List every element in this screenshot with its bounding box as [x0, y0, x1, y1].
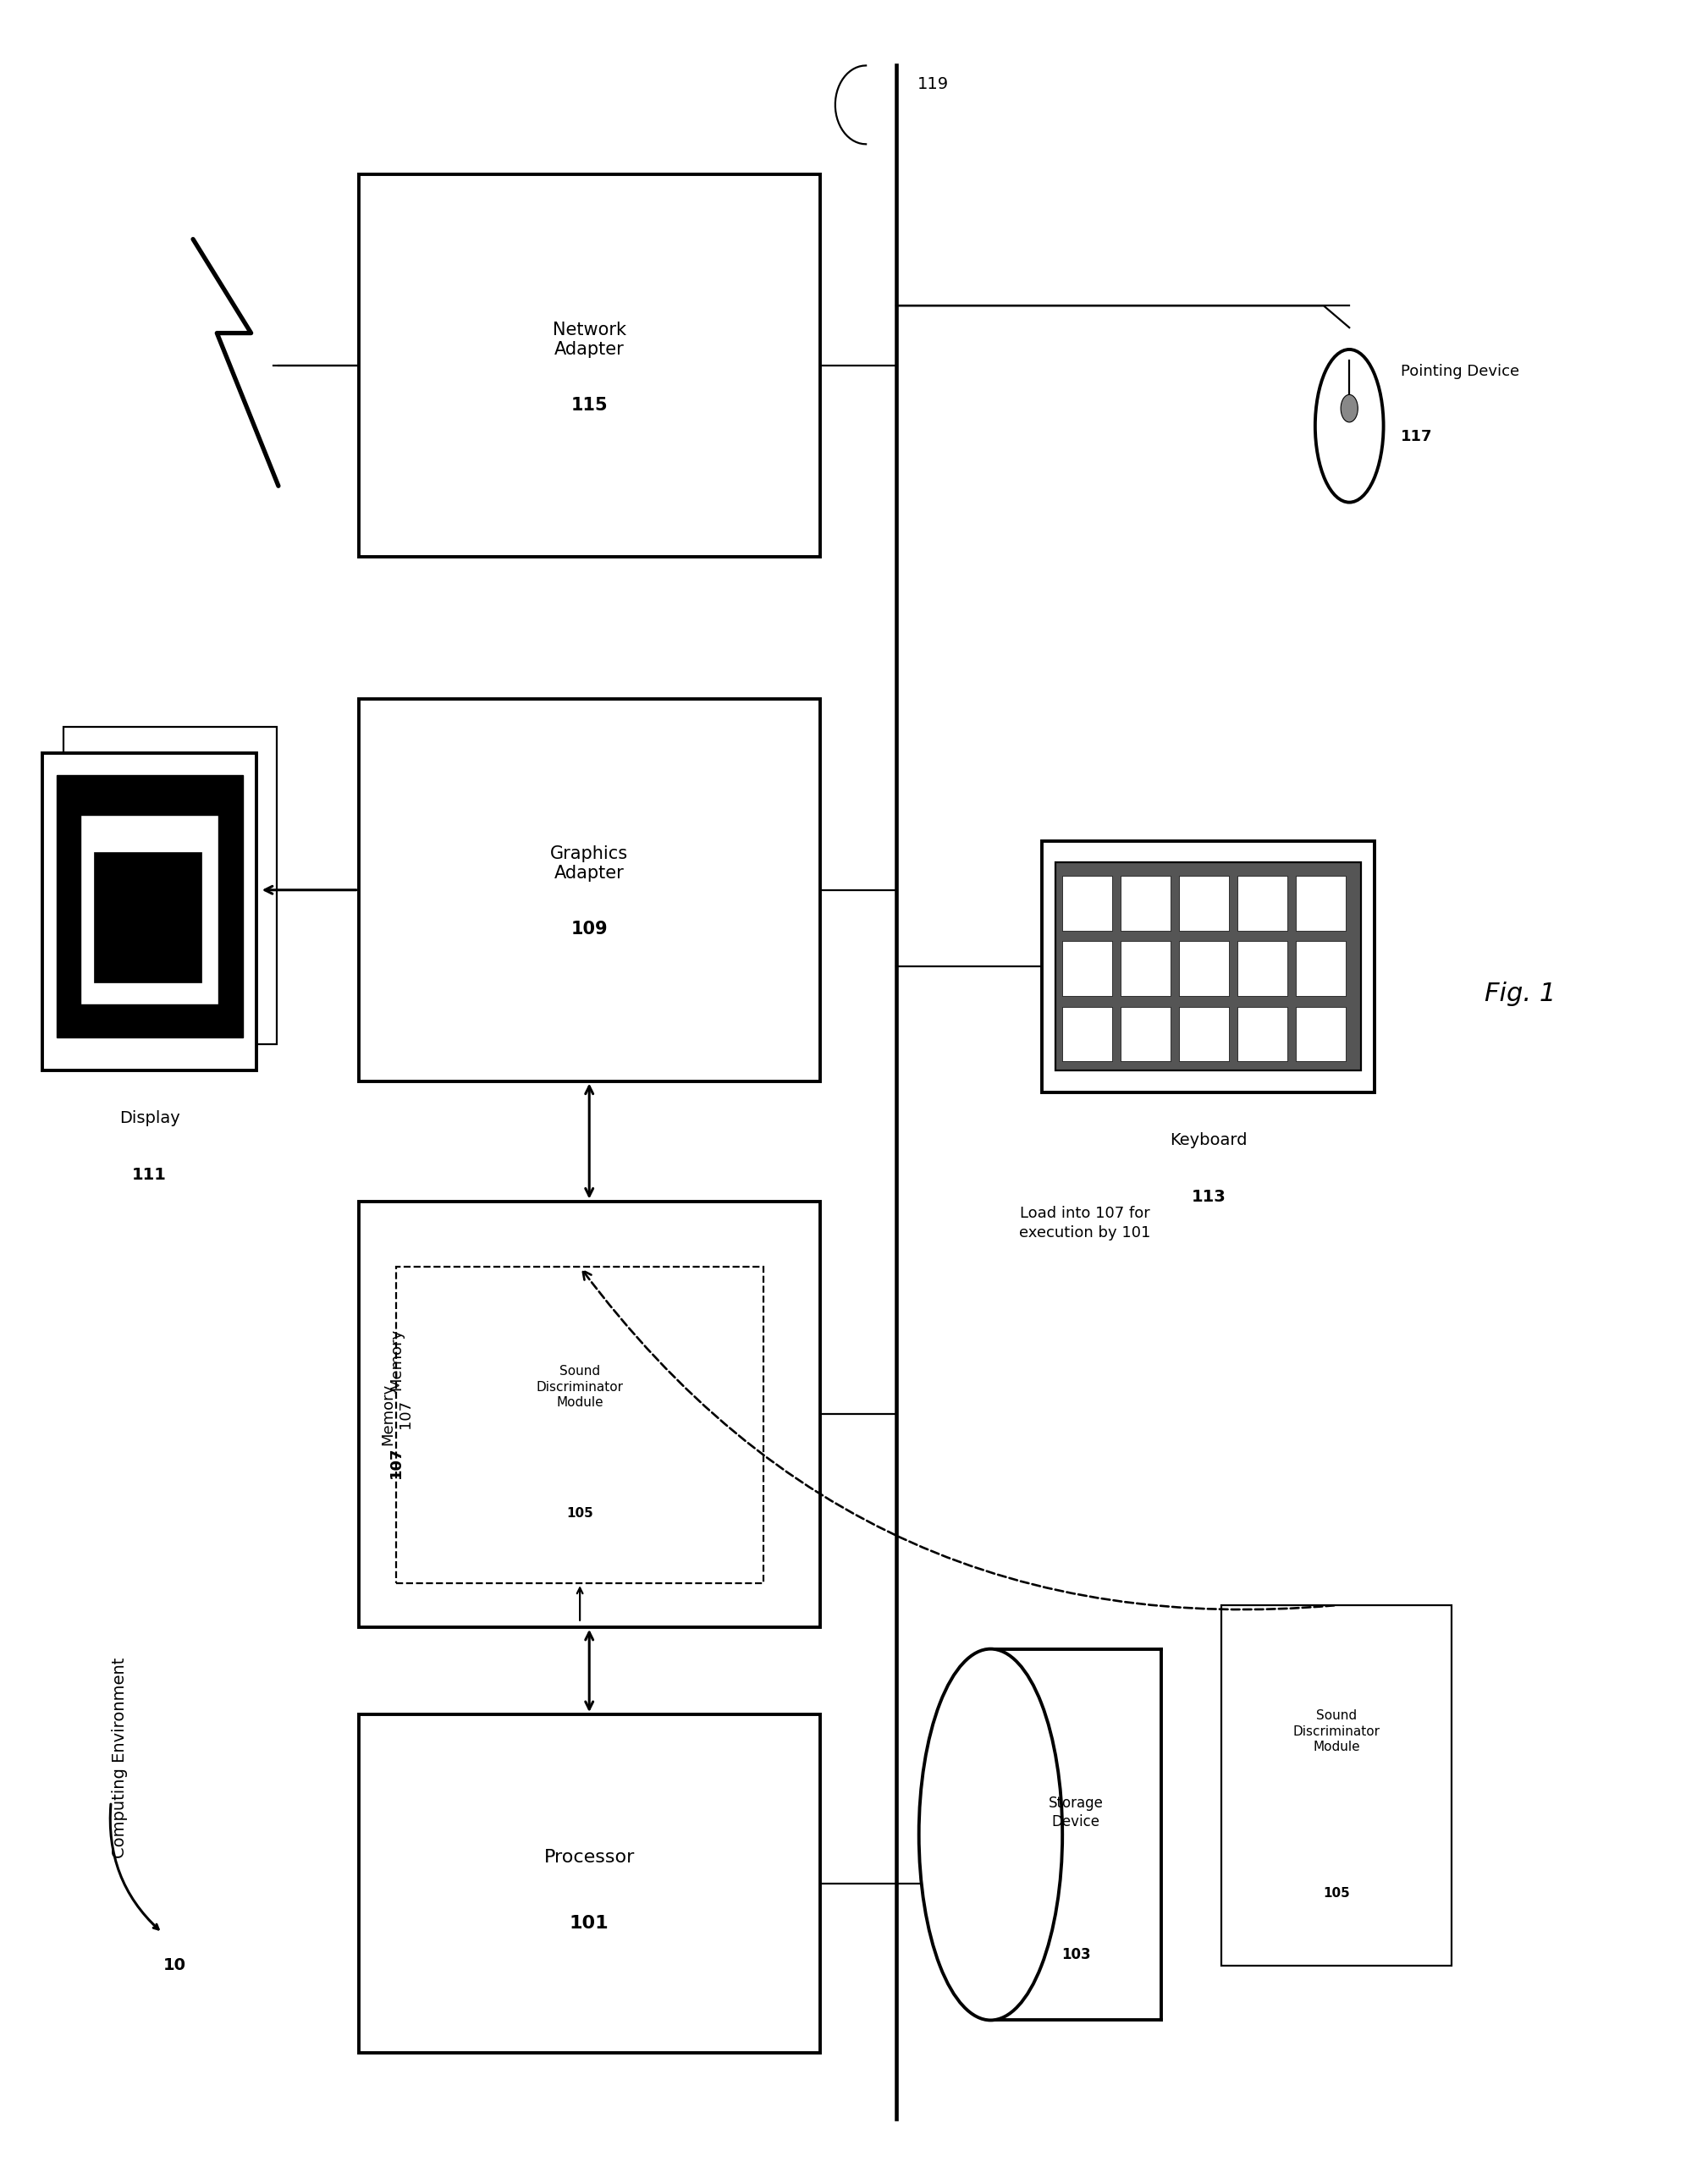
Ellipse shape	[919, 1649, 1062, 2020]
Text: Memory: Memory	[389, 1328, 403, 1391]
Bar	[991, 1649, 1161, 2020]
Bar	[56, 775, 243, 1037]
Bar	[1296, 876, 1346, 930]
Bar	[1238, 1007, 1288, 1061]
Text: Processor: Processor	[543, 1850, 635, 1865]
Text: 117: 117	[1401, 430, 1433, 443]
Bar	[1062, 876, 1112, 930]
Bar	[1042, 841, 1375, 1092]
Ellipse shape	[1315, 349, 1383, 502]
Bar	[1296, 1007, 1346, 1061]
Text: 105: 105	[1324, 1887, 1349, 1900]
Text: 105: 105	[567, 1507, 593, 1520]
Text: Storage
Device: Storage Device	[1049, 1795, 1103, 1830]
Bar	[1062, 1007, 1112, 1061]
Text: Display: Display	[120, 1109, 179, 1127]
Bar	[359, 1714, 820, 2053]
Text: 107: 107	[389, 1446, 403, 1479]
Bar	[1120, 1007, 1170, 1061]
Bar	[94, 852, 202, 983]
Bar	[1120, 941, 1170, 996]
Text: Network
Adapter: Network Adapter	[552, 321, 627, 358]
Text: 111: 111	[132, 1166, 167, 1184]
Text: 109: 109	[570, 922, 608, 937]
Text: Pointing Device: Pointing Device	[1401, 365, 1518, 378]
Text: 119: 119	[917, 76, 948, 92]
Text: Memory
107: Memory 107	[379, 1382, 413, 1446]
Bar	[396, 1267, 763, 1583]
Ellipse shape	[1341, 395, 1358, 422]
Text: 101: 101	[569, 1915, 610, 1931]
Bar	[63, 727, 277, 1044]
FancyArrowPatch shape	[582, 1271, 1334, 1610]
Text: 103: 103	[1061, 1948, 1091, 1961]
Text: Sound
Discriminator
Module: Sound Discriminator Module	[1293, 1710, 1380, 1754]
Bar	[43, 753, 256, 1070]
Bar	[359, 175, 820, 557]
Text: 10: 10	[162, 1957, 186, 1974]
Bar	[1238, 941, 1288, 996]
Text: Sound
Discriminator
Module: Sound Discriminator Module	[536, 1365, 623, 1409]
Bar	[359, 1201, 820, 1627]
Text: Fig. 1: Fig. 1	[1484, 981, 1556, 1007]
Bar	[1179, 876, 1230, 930]
Text: 115: 115	[570, 397, 608, 413]
Bar	[1062, 941, 1112, 996]
Text: Keyboard: Keyboard	[1170, 1131, 1247, 1149]
Text: 113: 113	[1190, 1188, 1226, 1206]
Bar	[1179, 1007, 1230, 1061]
Text: Graphics
Adapter: Graphics Adapter	[550, 845, 629, 882]
Bar	[359, 699, 820, 1081]
Bar	[1238, 876, 1288, 930]
Bar	[1179, 941, 1230, 996]
Bar	[80, 815, 219, 1005]
Bar	[1221, 1605, 1452, 1966]
Bar	[1056, 863, 1361, 1070]
Text: Load into 107 for
execution by 101: Load into 107 for execution by 101	[1020, 1206, 1149, 1241]
Bar	[1120, 876, 1170, 930]
Bar	[1296, 941, 1346, 996]
Text: Computing Environment: Computing Environment	[111, 1658, 128, 1859]
